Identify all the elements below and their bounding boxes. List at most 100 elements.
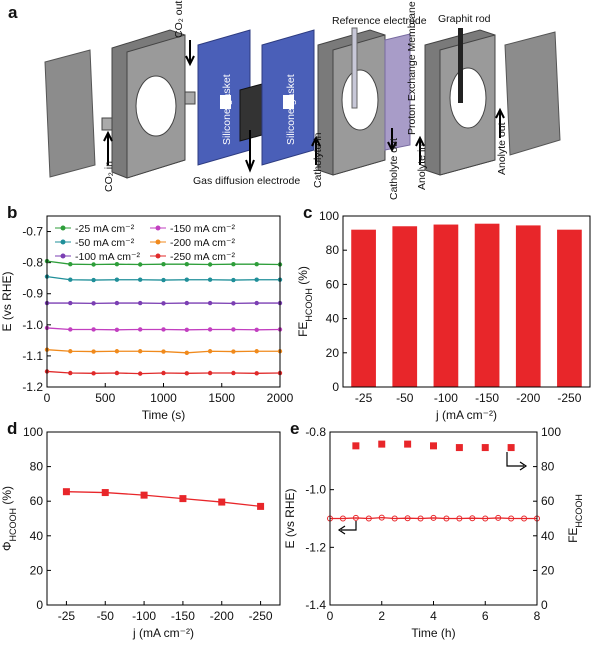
legend-label: -25 mA cm⁻²: [75, 223, 135, 235]
x-tick-label: 0: [327, 609, 334, 623]
data-point: [138, 371, 142, 375]
y-tick-label: -0.8: [22, 256, 43, 270]
diagram-label: Silicone gasket: [285, 74, 297, 145]
data-point: [208, 371, 212, 375]
y-axis-label-part: E (vs RHE): [283, 488, 297, 548]
data-point: [91, 301, 95, 305]
data-point: [115, 349, 119, 353]
y-tick-label: 60: [30, 494, 44, 508]
y-tick-label: -1.1: [22, 349, 43, 363]
x-axis-label: Time (h): [411, 626, 455, 640]
x-tick-label: -200: [516, 391, 540, 405]
data-point: [208, 278, 212, 282]
y-axis-label-part: (%): [296, 266, 310, 288]
x-tick-label: -100: [132, 609, 156, 623]
diagram-label: Proton Exchange Membrane: [406, 1, 418, 135]
x-tick-label: -150: [171, 609, 195, 623]
y-tick-label: -1.2: [305, 540, 326, 554]
x-tick-label: 0: [44, 391, 51, 405]
y-tick-label: -1.2: [22, 380, 43, 394]
data-point: [218, 499, 225, 506]
plot-frame: [47, 432, 280, 605]
legend-label: -150 mA cm⁻²: [170, 223, 236, 235]
data-point: [430, 442, 437, 449]
data-point: [91, 349, 95, 353]
y2-axis-label-part: FE: [566, 528, 580, 543]
data-point: [68, 301, 72, 305]
y-tick-label: 60: [326, 277, 340, 291]
panel-label: d: [7, 419, 17, 438]
data-point: [63, 488, 70, 495]
data-point: [91, 327, 95, 331]
data-point: [138, 301, 142, 305]
data-point: [255, 262, 259, 266]
y-axis-label-part: E (vs RHE): [0, 271, 14, 331]
y2-tick-label: 20: [541, 563, 555, 577]
x-tick-label: 8: [534, 609, 541, 623]
y-tick-label: 80: [326, 243, 340, 257]
bar: [475, 224, 500, 387]
y-tick-label: 100: [319, 209, 339, 223]
bar: [434, 225, 459, 387]
data-point: [68, 371, 72, 375]
data-point: [161, 278, 165, 282]
data-point: [208, 301, 212, 305]
y-tick-label: 0: [36, 598, 43, 612]
panel-label: a: [8, 3, 18, 22]
data-point: [161, 262, 165, 266]
y-axis-label-part: HCOOH: [304, 288, 314, 322]
data-point: [161, 301, 165, 305]
x-tick-label: -250: [249, 609, 273, 623]
data-point: [378, 441, 385, 448]
axis-arrow: [339, 452, 526, 534]
data-point: [185, 351, 189, 355]
data-point: [115, 328, 119, 332]
bar: [516, 225, 541, 387]
y-axis-label-part: HCOOH: [8, 508, 18, 542]
diagram-label: Anolyte out: [496, 122, 508, 175]
y-axis-label: E (vs RHE): [0, 271, 14, 331]
legend-label: -50 mA cm⁻²: [75, 237, 135, 249]
y-axis-label: ΦHCOOH (%): [0, 486, 18, 551]
diagram-label: CO₂ in: [103, 161, 115, 192]
data-point: [161, 349, 165, 353]
x-tick-label: -250: [557, 391, 581, 405]
data-point: [482, 444, 489, 451]
data-point: [352, 442, 359, 449]
y-axis-label: FEHCOOH (%): [296, 266, 314, 337]
y-tick-label: -1.4: [305, 598, 326, 612]
data-point: [102, 489, 109, 496]
y2-tick-label: 0: [541, 598, 548, 612]
y-tick-label: 100: [23, 425, 43, 439]
diagram-label: Anolyte in: [416, 144, 428, 190]
x-tick-label: 2: [378, 609, 385, 623]
x-axis-label: j (mA cm⁻²): [435, 408, 497, 422]
legend-key-marker: [61, 240, 66, 245]
data-point: [208, 327, 212, 331]
data-point: [255, 349, 259, 353]
x-tick-label: -150: [475, 391, 499, 405]
data-point: [115, 371, 119, 375]
series-line: [66, 492, 260, 507]
y-tick-label: -0.9: [22, 287, 43, 301]
y-tick-label: 40: [326, 312, 340, 326]
panel-label: e: [290, 419, 299, 438]
diagram-label: Catholyte out: [388, 138, 400, 200]
panel-label: b: [7, 203, 17, 222]
data-point: [508, 444, 515, 451]
data-point: [91, 278, 95, 282]
x-tick-label: -200: [210, 609, 234, 623]
diagram-label: Gas diffusion electrode: [193, 175, 300, 187]
data-point: [255, 278, 259, 282]
panel-label: c: [303, 203, 312, 222]
data-point: [161, 327, 165, 331]
x-tick-label: 4: [430, 609, 437, 623]
data-point: [68, 349, 72, 353]
bar: [351, 230, 376, 387]
data-point: [456, 444, 463, 451]
legend-key-marker: [61, 254, 66, 259]
data-point: [115, 301, 119, 305]
x-tick-label: 2000: [267, 391, 294, 405]
data-point: [231, 371, 235, 375]
